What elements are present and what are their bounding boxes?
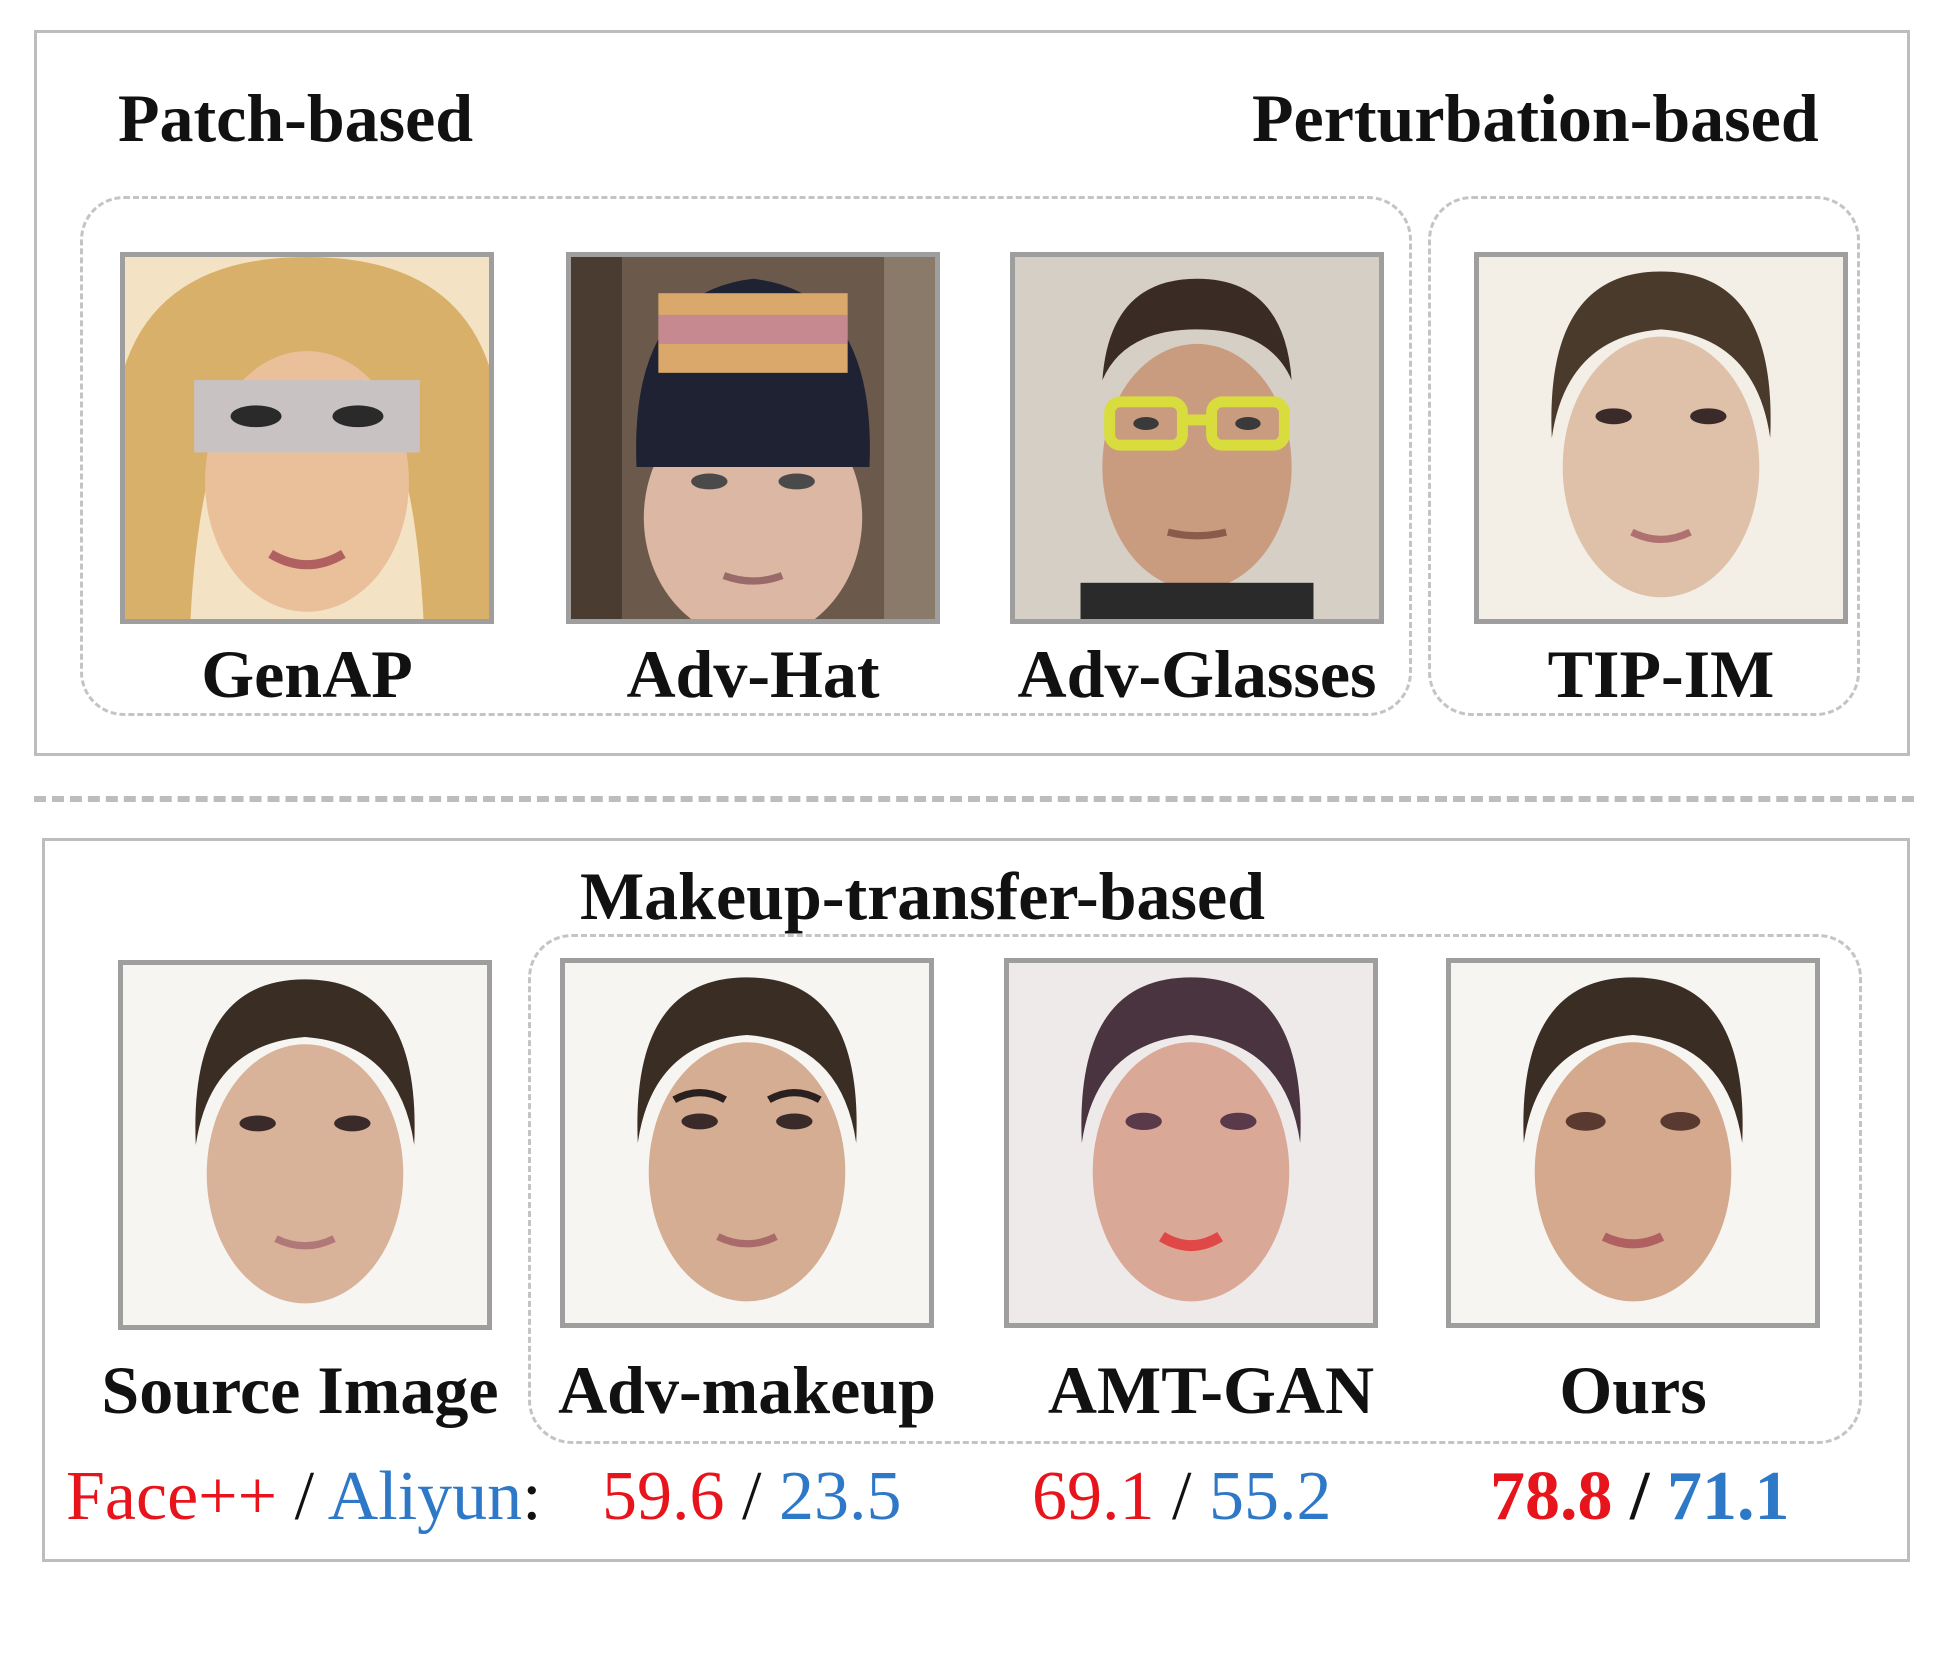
amt-gan-scores: 69.1 / 55.2: [1032, 1462, 1331, 1532]
adv-glasses-label: Adv-Glasses: [1017, 636, 1377, 712]
section-divider: [34, 796, 1914, 802]
patch-based-title: Patch-based: [118, 80, 474, 156]
source-image: [118, 960, 492, 1330]
genap-image: [120, 252, 494, 624]
face-plus-plus-label: Face++: [66, 1458, 278, 1535]
ours-image: [1446, 958, 1820, 1328]
perturbation-based-title: Perturbation-based: [1252, 80, 1819, 156]
adv-makeup-aliyun-score: 23.5: [778, 1458, 902, 1535]
tip-im-image: [1474, 252, 1848, 624]
makeup-group-outline: [528, 934, 1862, 1444]
ours-label: Ours: [1559, 1352, 1707, 1428]
aliyun-label: Aliyun: [327, 1458, 523, 1535]
source-image-label: Source Image: [101, 1352, 499, 1428]
adv-hat-label: Adv-Hat: [626, 636, 880, 712]
ours-aliyun-score: 71.1: [1666, 1458, 1790, 1535]
makeup-transfer-based-title: Makeup-transfer-based: [580, 858, 1265, 934]
score-separator: /: [1630, 1458, 1650, 1535]
top-panel: [34, 30, 1910, 756]
genap-label: GenAP: [201, 636, 413, 712]
perturbation-group-outline: [1428, 196, 1860, 716]
score-separator: /: [1172, 1458, 1192, 1535]
adv-hat-image: [566, 252, 940, 624]
bottom-panel: [42, 838, 1910, 1562]
score-separator: /: [294, 1458, 315, 1535]
adv-makeup-face-score: 59.6: [602, 1458, 725, 1535]
amt-gan-label: AMT-GAN: [1047, 1352, 1375, 1428]
amt-gan-face-score: 69.1: [1032, 1458, 1155, 1535]
ours-scores: 78.8 / 71.1: [1490, 1462, 1789, 1532]
ours-face-score: 78.8: [1490, 1458, 1613, 1535]
amt-gan-image: [1004, 958, 1378, 1328]
tip-im-label: TIP-IM: [1547, 636, 1775, 712]
adv-glasses-image: [1010, 252, 1384, 624]
score-colon: :: [522, 1458, 542, 1535]
adv-makeup-image: [560, 958, 934, 1328]
score-separator: /: [742, 1458, 762, 1535]
amt-gan-aliyun-score: 55.2: [1208, 1458, 1332, 1535]
adv-makeup-scores: 59.6 / 23.5: [602, 1462, 901, 1532]
score-legend: Face++ / Aliyun:: [66, 1462, 542, 1532]
adv-makeup-label: Adv-makeup: [558, 1352, 936, 1428]
patch-group-outline: [80, 196, 1412, 716]
